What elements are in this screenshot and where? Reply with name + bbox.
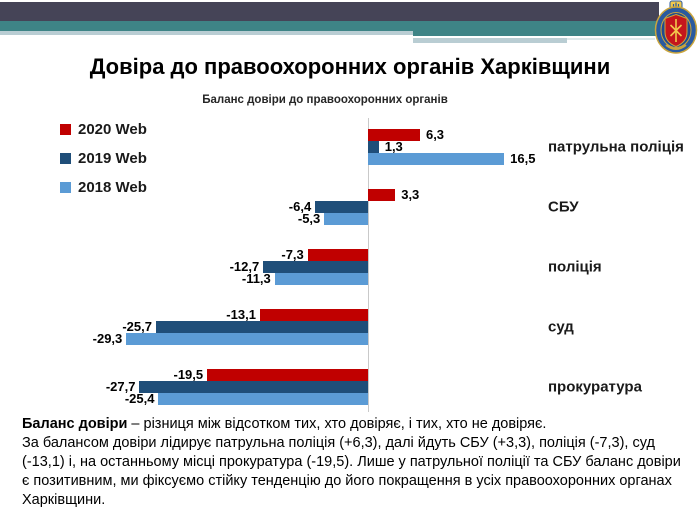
bar-2018-cat4 xyxy=(158,393,368,405)
bar-2018-cat2 xyxy=(274,273,368,285)
bar-value-label: -13,1 xyxy=(226,307,256,322)
header-bar-navy xyxy=(0,2,659,21)
header-stripe-teal-right xyxy=(413,31,659,36)
bar-2018-cat0 xyxy=(368,153,505,165)
bar-value-label: -25,7 xyxy=(122,319,152,334)
category-label-2: поліція xyxy=(548,258,602,276)
footnote-lead: Баланс довіри xyxy=(22,416,128,432)
bar-2019-cat0 xyxy=(368,141,379,153)
bar-value-label: -27,7 xyxy=(105,379,136,394)
bar-value-label: 3,3 xyxy=(401,187,420,202)
bar-value-label: 6,3 xyxy=(425,127,445,142)
bar-2020-cat4 xyxy=(207,369,368,381)
legend-swatch xyxy=(60,152,71,164)
legend-label: 2020 Web xyxy=(78,120,147,138)
category-label-3: суд xyxy=(548,318,574,336)
bar-value-label: -25,4 xyxy=(124,391,155,406)
footnote: Баланс довіри – різниця між відсотком ти… xyxy=(22,415,684,510)
category-label-0: патрульна поліція xyxy=(548,138,684,156)
category-label-1: СБУ xyxy=(548,198,579,216)
bar-2019-cat2 xyxy=(263,261,368,273)
axis-line xyxy=(368,118,369,412)
page-title: Довіра до правоохоронних органів Харківщ… xyxy=(89,54,611,79)
bar-2020-cat3 xyxy=(259,309,368,321)
bar-value-label: -12,7 xyxy=(229,259,260,274)
legend-item-2018-web: 2018 Web xyxy=(60,178,147,196)
legend-swatch xyxy=(60,181,71,193)
bar-value-label: -6,4 xyxy=(288,199,312,214)
legend-item-2019-web: 2019 Web xyxy=(60,149,147,167)
bar-2020-cat0 xyxy=(368,129,420,141)
bar-value-label: 1,3 xyxy=(384,139,403,154)
bar-2019-cat4 xyxy=(139,381,368,393)
legend-label: 2018 Web xyxy=(78,178,147,196)
footnote-paragraph: За балансом довіри лідирує патрульна пол… xyxy=(22,435,681,508)
bar-2019-cat3 xyxy=(155,321,368,333)
legend-label: 2019 Web xyxy=(78,149,147,167)
bar-value-label: -7,3 xyxy=(281,247,304,262)
bar-2019-cat1 xyxy=(315,201,368,213)
chart-legend: 2020 Web 2019 Web 2018 Web xyxy=(60,120,147,209)
bar-2020-cat2 xyxy=(307,249,368,261)
bar-2018-cat3 xyxy=(126,333,368,345)
bar-2020-cat1 xyxy=(368,189,396,201)
header-bar-teal xyxy=(0,21,659,31)
header-stripe-left xyxy=(0,31,413,35)
chart-title: Баланс довіри до правоохоронних органів xyxy=(202,94,448,106)
bar-2018-cat1 xyxy=(324,213,368,225)
footnote-definition: – різниця між відсотком тих, хто довіряє… xyxy=(127,416,547,432)
header-line-right xyxy=(567,38,655,40)
bar-value-label: -29,3 xyxy=(92,331,123,346)
bar-value-label: -19,5 xyxy=(173,367,204,382)
legend-swatch xyxy=(60,123,71,135)
header-stripe-right xyxy=(413,38,567,43)
bar-value-label: 16,5 xyxy=(510,151,536,166)
bar-value-label: -5,3 xyxy=(297,211,321,226)
category-label-4: прокуратура xyxy=(548,378,642,396)
legend-item-2020-web: 2020 Web xyxy=(60,120,147,138)
bar-value-label: -11,3 xyxy=(241,271,271,286)
prosecutor-badge-icon xyxy=(654,0,698,54)
